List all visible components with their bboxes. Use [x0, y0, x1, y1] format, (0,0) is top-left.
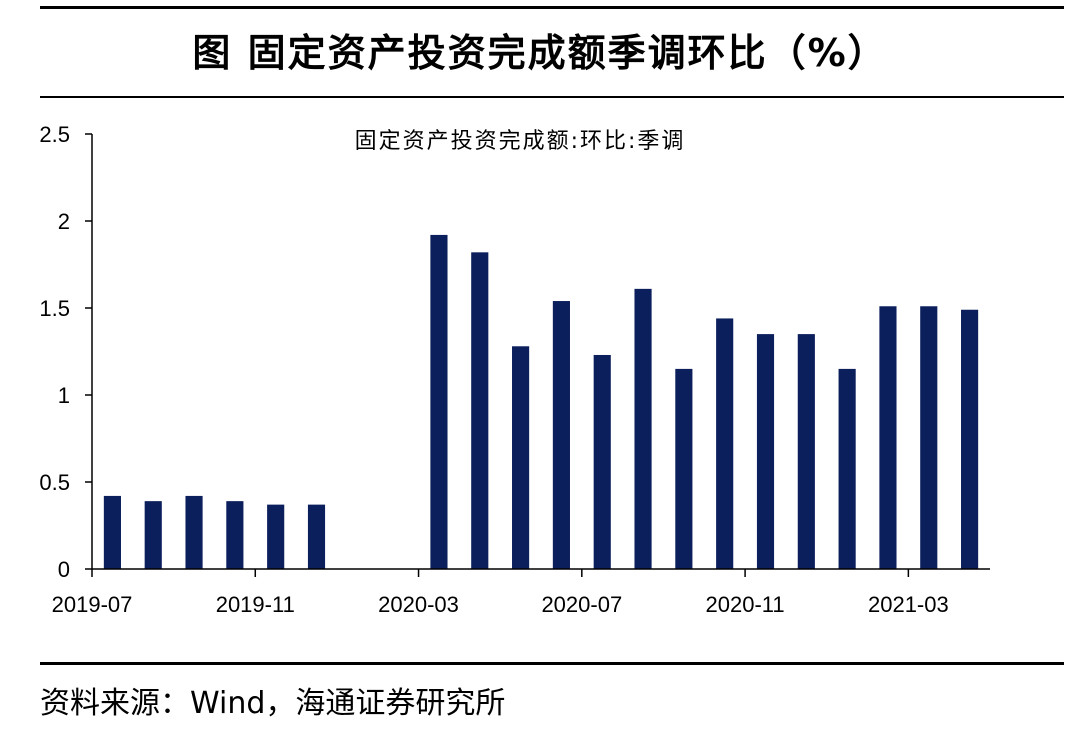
chart-title: 固定资产投资完成额:环比:季调 [355, 129, 686, 154]
bar-2020-03 [430, 234, 448, 570]
bar-2019-10 [226, 501, 244, 569]
figure-title: 图 固定资产投资完成额季调环比（%） [192, 31, 888, 75]
y-tick-label-1.5: 1.5 [39, 296, 70, 321]
x-tick-label-2020-11: 2020-11 [706, 592, 785, 617]
x-tick-label-2021-03: 2021-03 [868, 592, 949, 617]
bar-2020-12 [797, 334, 815, 569]
y-tick-label-0.5: 0.5 [39, 470, 70, 495]
bar-2020-06 [552, 301, 570, 569]
bar-2021-02 [879, 306, 897, 569]
bar-2020-08 [634, 288, 652, 569]
bar-2019-12 [307, 504, 326, 569]
bar-2019-07 [103, 495, 121, 569]
bar-2019-09 [185, 495, 203, 569]
source-note: 资料来源：Wind，海通证券研究所 [40, 686, 506, 721]
y-tick-label-1: 1 [58, 383, 70, 408]
bar-2020-04 [471, 252, 489, 569]
bar-2020-10 [716, 318, 734, 569]
x-tick-label-2019-07: 2019-07 [52, 592, 133, 617]
axes-group: 0 0.5 1 1.5 2 2.5 2019-07 2019-11 2020-03 2020-07… [39, 122, 990, 617]
title-divider [40, 96, 1064, 98]
y-tick-label-2: 2 [58, 209, 70, 234]
bar-2019-08 [144, 501, 162, 569]
bar-2021-04 [961, 309, 979, 569]
bar-2019-11 [267, 504, 285, 569]
y-tick-label-0: 0 [58, 557, 70, 582]
bar-2020-07 [593, 354, 611, 569]
x-tick-label-2020-03: 2020-03 [378, 592, 459, 617]
bar-2020-09 [675, 368, 693, 569]
y-tick-label-2.5: 2.5 [39, 122, 70, 147]
x-tick-label-2020-07: 2020-07 [541, 592, 622, 617]
bar-chart: 0 0.5 1 1.5 2 2.5 2019-07 2019-11 2020-03 2020-07… [39, 122, 990, 617]
bar-2021-01 [838, 368, 856, 569]
bottom-rule [40, 662, 1064, 665]
bar-2020-05 [512, 346, 530, 569]
top-rule [40, 6, 1064, 9]
bars-group [103, 234, 979, 570]
bar-2020-11 [756, 334, 775, 569]
bar-2021-03 [920, 306, 938, 569]
x-tick-label-2019-11: 2019-11 [216, 592, 295, 617]
